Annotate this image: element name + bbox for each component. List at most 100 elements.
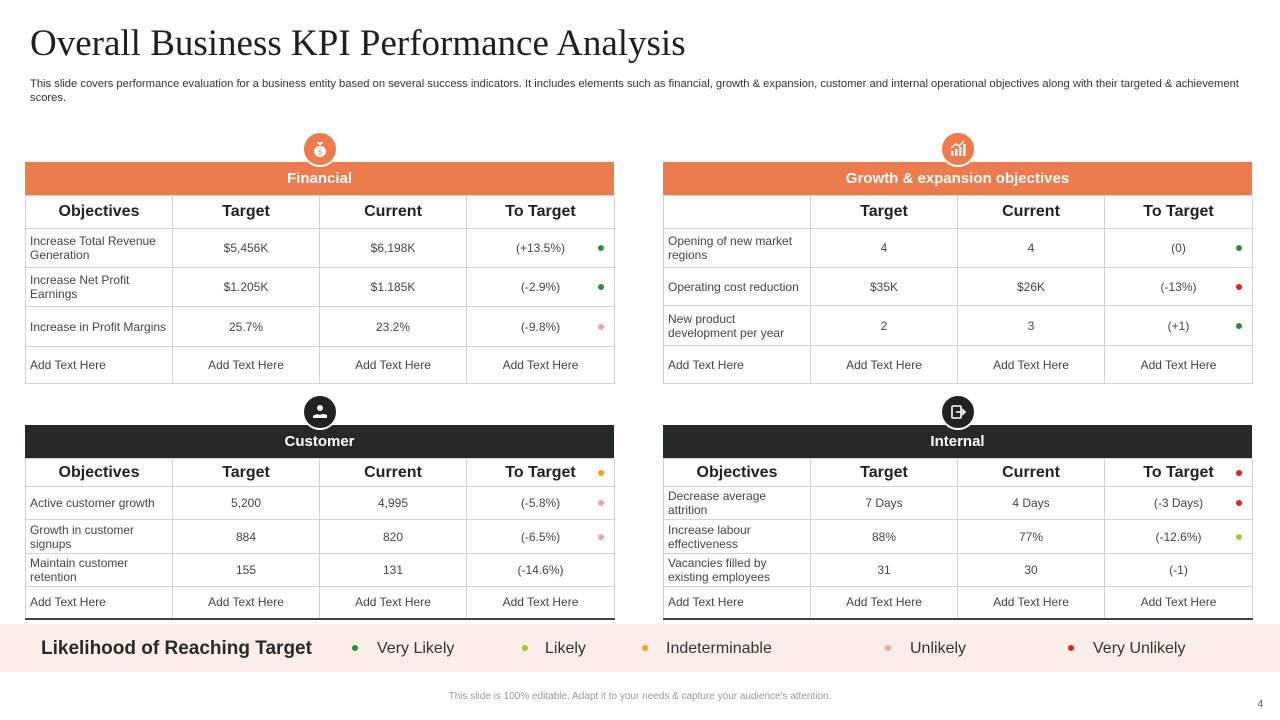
internal-cell-to-target: Add Text Here <box>1104 586 1253 619</box>
cell-text: Vacancies filled by existing employees <box>668 556 771 584</box>
growth-cell-to-target: (-13%) <box>1104 267 1253 306</box>
financial-cell-target: 25.7% <box>172 306 320 347</box>
table-row: Operating cost reduction $35K $26K (-13%) <box>663 267 1253 306</box>
customer-header: Customer <box>25 425 614 458</box>
cell-text: $1.185K <box>370 280 416 294</box>
cell-text: (0) <box>1171 241 1186 255</box>
growth-cell-target: $35K <box>810 267 958 306</box>
legend-label-likely: Likely <box>545 640 586 657</box>
table-row: Add Text Here Add Text Here Add Text Here A… <box>25 586 615 619</box>
status-dot <box>1236 283 1242 290</box>
table-row: New product development per year 2 3 (+1) <box>663 305 1253 346</box>
financial-cell-to-target: Add Text Here <box>466 346 615 384</box>
internal-process-icon <box>939 394 976 430</box>
financial-cell-label: Increase Net Profit Earnings <box>25 267 173 307</box>
customer-cell-label: Maintain customer retention <box>25 553 173 587</box>
cell-text: Increase labour effectiveness <box>668 522 751 551</box>
growth-cell-target: Add Text Here <box>810 345 958 384</box>
table-row: Add Text Here Add Text Here Add Text Here A… <box>663 586 1253 619</box>
customer-cell-to-target: (-6.5%) <box>466 519 615 554</box>
financial-cell-current: $6,198K <box>319 228 467 268</box>
cell-text: Add Text Here <box>846 357 922 372</box>
financial-cell-label: Increase Total Revenue Generation <box>25 228 173 268</box>
status-dot <box>598 245 604 251</box>
financial-cell-target: Add Text Here <box>172 346 320 384</box>
cell-text: Add Text Here <box>355 595 431 610</box>
growth-cell-to-target: (0) <box>1104 228 1253 268</box>
page-number: 4 <box>1257 699 1263 710</box>
status-dot <box>598 533 604 540</box>
internal-cell-label: Add Text Here <box>663 586 811 619</box>
financial-cell-current: Add Text Here <box>319 346 467 384</box>
cell-text: 77% <box>1018 529 1044 544</box>
legend-dot-indeterminable <box>642 645 648 651</box>
footer-note: This slide is 100% editable. Adapt it to… <box>448 691 832 702</box>
cell-text: 820 <box>382 529 404 544</box>
financial-cell-current: $1.185K <box>319 267 467 307</box>
cell-text: Add Text Here <box>208 358 284 372</box>
financial-cell-current: 23.2% <box>319 306 467 347</box>
internal-cell-current: 4 Days <box>957 486 1105 520</box>
internal-cell-label: Decrease average attrition <box>663 486 811 520</box>
customer-cell-target: Add Text Here <box>172 586 320 619</box>
internal-table: Objectives Target Current To Target Decreas… <box>663 458 1253 620</box>
cell-text: 4 Days <box>1012 496 1050 510</box>
internal-cell-to-target: (-12.6%) <box>1104 519 1253 554</box>
likelihood-legend: Likelihood of Reaching Target Very Likel… <box>0 624 1280 672</box>
growth-cell-label: Add Text Here <box>663 345 811 384</box>
cell-text: 4 <box>880 241 888 255</box>
status-dot <box>1236 500 1242 506</box>
legend-dot-likely <box>522 645 528 651</box>
growth-header: Growth & expansion objectives <box>663 162 1252 195</box>
cell-text: Add Text Here <box>355 358 431 372</box>
growth-cell-current: $26K <box>957 267 1105 306</box>
growth-col-header: Current <box>957 195 1105 229</box>
financial-col-header: Objectives <box>25 195 173 229</box>
growth-col-header: Target <box>810 195 958 229</box>
financial-cell-to-target: (-2.9%) <box>466 267 615 307</box>
customer-cell-target: 5,200 <box>172 486 320 520</box>
cell-text: Maintain customer retention <box>30 556 129 584</box>
internal-cell-target: 7 Days <box>810 486 958 520</box>
growth-table: Target Current To Target Opening of new ma… <box>663 195 1253 384</box>
internal-cell-to-target: (-3 Days) <box>1104 486 1253 520</box>
cell-text: 30 <box>1024 563 1038 577</box>
cell-text: (-3 Days) <box>1153 496 1204 510</box>
cell-text: 4 <box>1027 241 1035 255</box>
internal-cell-current: 77% <box>957 519 1105 554</box>
legend-label-indeterminable: Indeterminable <box>666 640 772 657</box>
customer-cell-current: 820 <box>319 519 467 554</box>
legend-dot-very-likely <box>352 645 358 651</box>
page-subtitle: This slide covers performance evaluation… <box>30 78 1239 104</box>
cell-text: 5,200 <box>230 496 262 510</box>
internal-col-header: Objectives <box>663 458 811 487</box>
financial-cell-label: Increase in Profit Margins <box>25 306 173 347</box>
status-dot <box>1236 245 1242 251</box>
internal-cell-to-target: (-1) <box>1104 553 1253 587</box>
growth-col-header: To Target <box>1104 195 1253 229</box>
money-bag-icon: $ <box>301 131 338 167</box>
internal-cell-target: Add Text Here <box>810 586 958 619</box>
financial-col-header: Current <box>319 195 467 229</box>
table-row: Increase labour effectiveness 88% 77% (-12.… <box>663 519 1253 554</box>
internal-col-header: Target <box>810 458 958 487</box>
internal-cell-current: Add Text Here <box>957 586 1105 619</box>
cell-text: Add Text Here <box>1140 357 1217 372</box>
financial-panel: $ Financial Objectives Target Current To Ta… <box>25 131 615 384</box>
status-dot <box>598 500 604 506</box>
cell-text: Increase Net Profit Earnings <box>30 273 130 301</box>
cell-text: (+13.5%) <box>515 241 566 255</box>
cell-text: Add Text Here <box>993 357 1069 372</box>
cell-text: (-12.6%) <box>1155 529 1202 544</box>
legend-label-very-likely: Very Likely <box>377 640 455 657</box>
svg-text:$: $ <box>317 148 321 156</box>
customer-cell-to-target: (-5.8%) <box>466 486 615 520</box>
customer-cell-current: 131 <box>319 553 467 587</box>
customer-panel: Customer Objectives Target Current To Targe… <box>25 394 615 620</box>
table-row: Maintain customer retention 155 131 (-14.6%… <box>25 553 615 587</box>
internal-col-header: Current <box>957 458 1105 487</box>
table-row: Increase in Profit Margins 25.7% 23.2% (-9.… <box>25 306 615 347</box>
legend-title: Likelihood of Reaching Target <box>41 638 312 659</box>
growth-cell-to-target: Add Text Here <box>1104 345 1253 384</box>
status-dot <box>598 323 604 330</box>
